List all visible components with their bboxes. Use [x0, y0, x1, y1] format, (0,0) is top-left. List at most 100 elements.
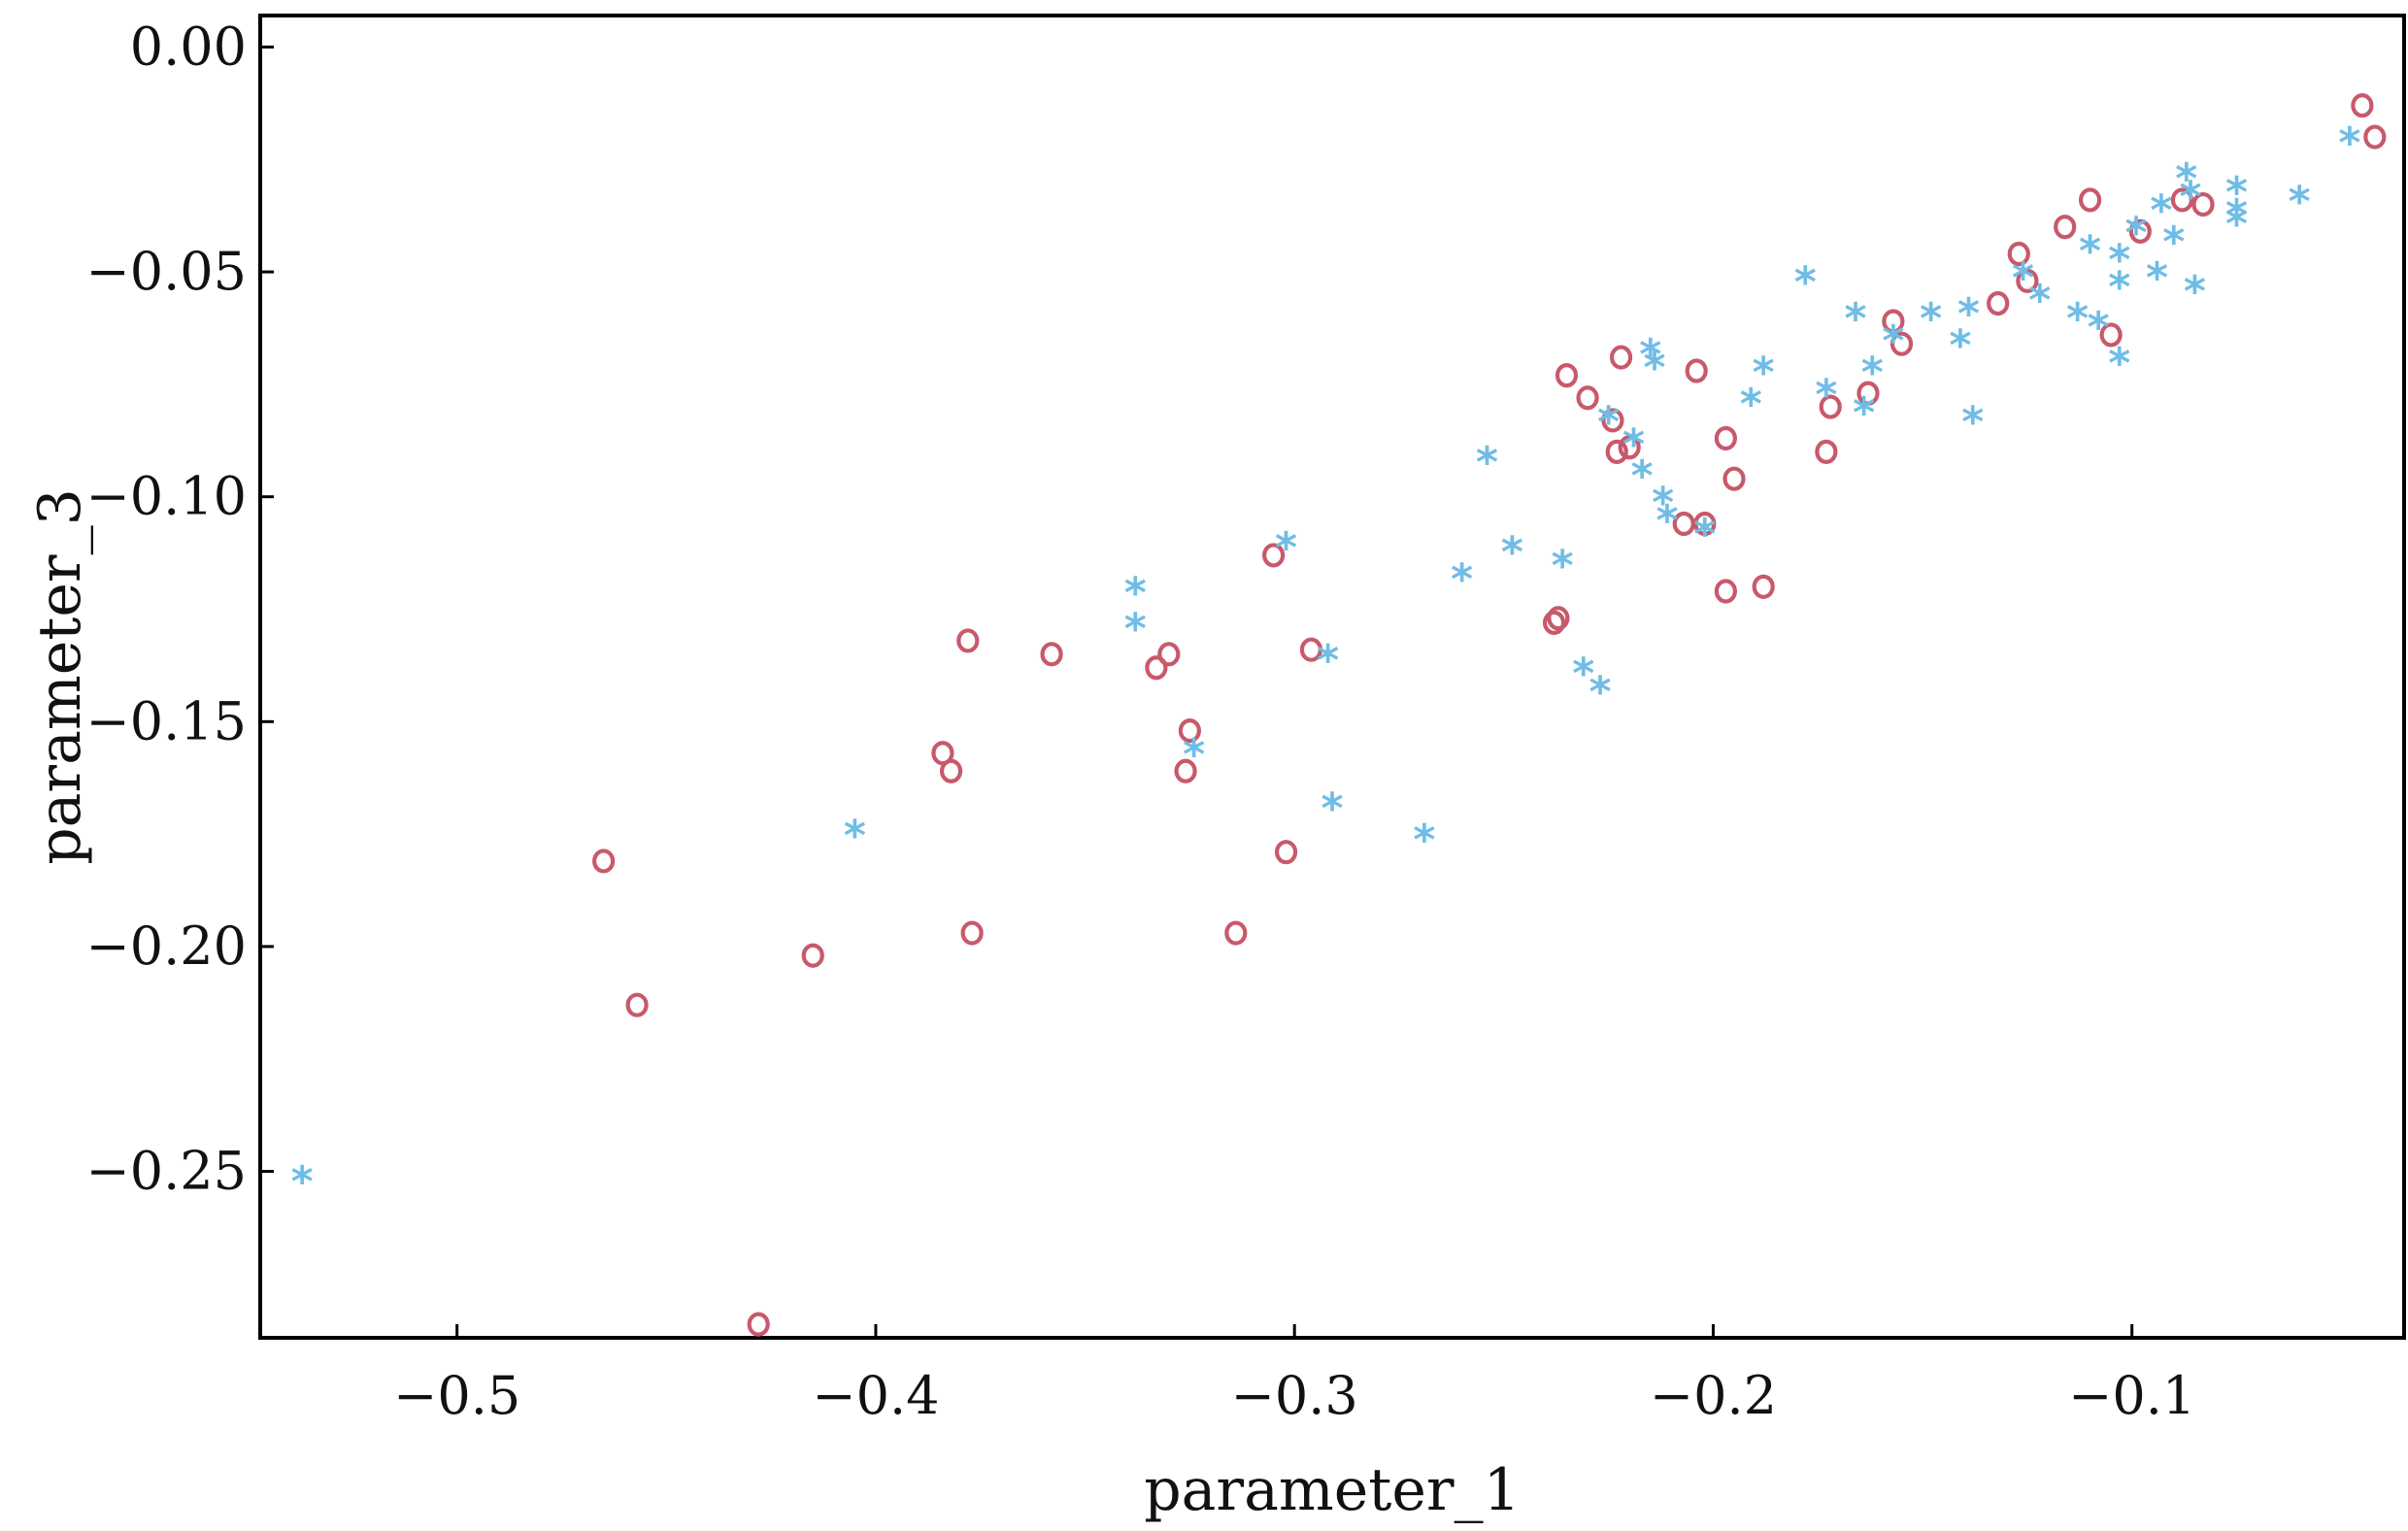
data-point-star: * — [2225, 199, 2248, 249]
data-point-star: * — [1949, 321, 1971, 371]
data-point-star: * — [1652, 479, 1674, 528]
y-axis-label: parameter_3 — [26, 488, 94, 865]
data-point-star: * — [2162, 217, 2185, 267]
data-point-circle — [1145, 655, 1168, 681]
data-point-circle — [2128, 218, 2152, 244]
data-point-circle — [1299, 637, 1323, 662]
x-axis-ticks: −0.5 −0.4 −0.3 −0.2 −0.1 — [393, 1324, 2195, 1426]
data-point-star: * — [2289, 177, 2311, 226]
data-point-star: * — [1451, 554, 1473, 604]
data-point-circle — [2099, 322, 2123, 348]
x-tick-label: −0.2 — [1650, 1365, 1777, 1426]
x-tick-label: −0.1 — [2068, 1365, 2195, 1426]
data-point-star: * — [2180, 173, 2202, 222]
data-point-star: * — [1693, 510, 1716, 559]
data-point-circle — [2054, 215, 2077, 240]
data-point-circle — [2363, 124, 2387, 150]
data-point-circle — [1685, 358, 1708, 383]
data-point-star: * — [1552, 542, 1574, 591]
y-tick-label: −0.20 — [86, 915, 247, 977]
data-point-star: * — [1957, 289, 1980, 339]
data-point-star: * — [1622, 419, 1645, 469]
data-point-star: * — [2225, 190, 2248, 240]
data-series: ************ **** ****** ********* ****** ***… — [291, 93, 2387, 1337]
data-point-circle — [1752, 574, 1775, 599]
data-point-star: * — [1572, 649, 1594, 699]
data-point-circle — [1856, 381, 1880, 406]
data-point-star: * — [1656, 496, 1678, 546]
data-point-circle — [1224, 920, 1248, 946]
data-point-star: * — [291, 1157, 314, 1207]
data-point-circle — [2170, 187, 2194, 213]
data-point-circle — [1178, 717, 1201, 744]
data-point-star: * — [2108, 262, 2130, 312]
data-point-star: * — [2124, 209, 2147, 258]
data-point-circle — [1693, 511, 1717, 537]
y-tick-label: −0.10 — [86, 466, 247, 527]
data-point-star: * — [2184, 267, 2206, 316]
data-point-star: * — [1882, 316, 1904, 366]
data-point-star: * — [2150, 186, 2172, 236]
data-point-star: * — [2066, 294, 2089, 344]
data-point-star: * — [1124, 568, 1147, 617]
data-point-circle — [1714, 425, 1737, 451]
data-point-circle — [1274, 840, 1298, 865]
data-point-star: * — [1815, 371, 1837, 420]
data-point-star: * — [1631, 451, 1654, 501]
data-point-circle — [1987, 290, 2010, 316]
x-tick-label: −0.3 — [1231, 1365, 1358, 1426]
data-point-circle — [1157, 642, 1181, 667]
y-tick-label: −0.25 — [86, 1141, 247, 1202]
data-point-circle — [1609, 345, 1633, 370]
y-tick-label: 0.00 — [130, 16, 247, 77]
series-2: ************ **** ****** ********* ****** ***… — [291, 118, 2361, 1207]
x-tick-label: −0.4 — [812, 1365, 939, 1426]
data-point-circle — [1542, 610, 1566, 636]
data-point-circle — [1714, 579, 1737, 604]
data-point-star: * — [844, 812, 866, 861]
data-point-star: * — [2108, 339, 2130, 388]
data-point-star: * — [1275, 523, 1297, 573]
data-point-circle — [1890, 331, 1914, 356]
data-point-star: * — [2338, 118, 2360, 168]
data-point-circle — [960, 920, 984, 946]
data-point-circle — [2078, 187, 2102, 213]
data-point-circle — [1882, 309, 1905, 334]
data-point-circle — [1040, 642, 1063, 667]
data-point-circle — [939, 758, 963, 783]
data-point-star: * — [2028, 276, 2051, 325]
x-axis-label: parameter_1 — [1144, 1456, 1521, 1524]
data-point-star: * — [2225, 168, 2248, 217]
data-point-star: * — [1753, 348, 1775, 397]
data-point-star: * — [1317, 636, 1339, 685]
data-point-star: * — [2012, 253, 2034, 303]
data-point-circle — [1555, 363, 1579, 388]
data-point-star: * — [1501, 528, 1523, 578]
y-tick-label: −0.05 — [86, 241, 247, 302]
data-point-circle — [1819, 394, 1842, 419]
data-point-star: * — [1321, 784, 1343, 834]
plot-frame — [258, 14, 2406, 1340]
data-point-star: * — [1413, 815, 1435, 865]
data-point-star: * — [1183, 730, 1205, 780]
data-point-circle — [625, 992, 649, 1017]
series-1 — [592, 93, 2387, 1337]
data-point-star: * — [1124, 604, 1147, 653]
data-point-circle — [1672, 511, 1695, 537]
data-point-circle — [1618, 435, 1641, 460]
data-point-circle — [592, 849, 616, 874]
data-point-circle — [1605, 439, 1628, 464]
y-tick-label: −0.15 — [86, 690, 247, 751]
data-point-star: * — [1740, 380, 1762, 429]
data-point-circle — [1174, 758, 1197, 783]
data-point-circle — [956, 628, 980, 653]
data-point-circle — [2351, 93, 2374, 118]
data-point-circle — [1547, 606, 1570, 631]
data-point-star: * — [2108, 236, 2130, 285]
data-point-star: * — [1794, 258, 1817, 308]
data-point-star: * — [2175, 154, 2197, 204]
data-point-circle — [747, 1312, 770, 1337]
data-point-circle — [801, 943, 824, 968]
data-point-star: * — [2146, 253, 2168, 303]
